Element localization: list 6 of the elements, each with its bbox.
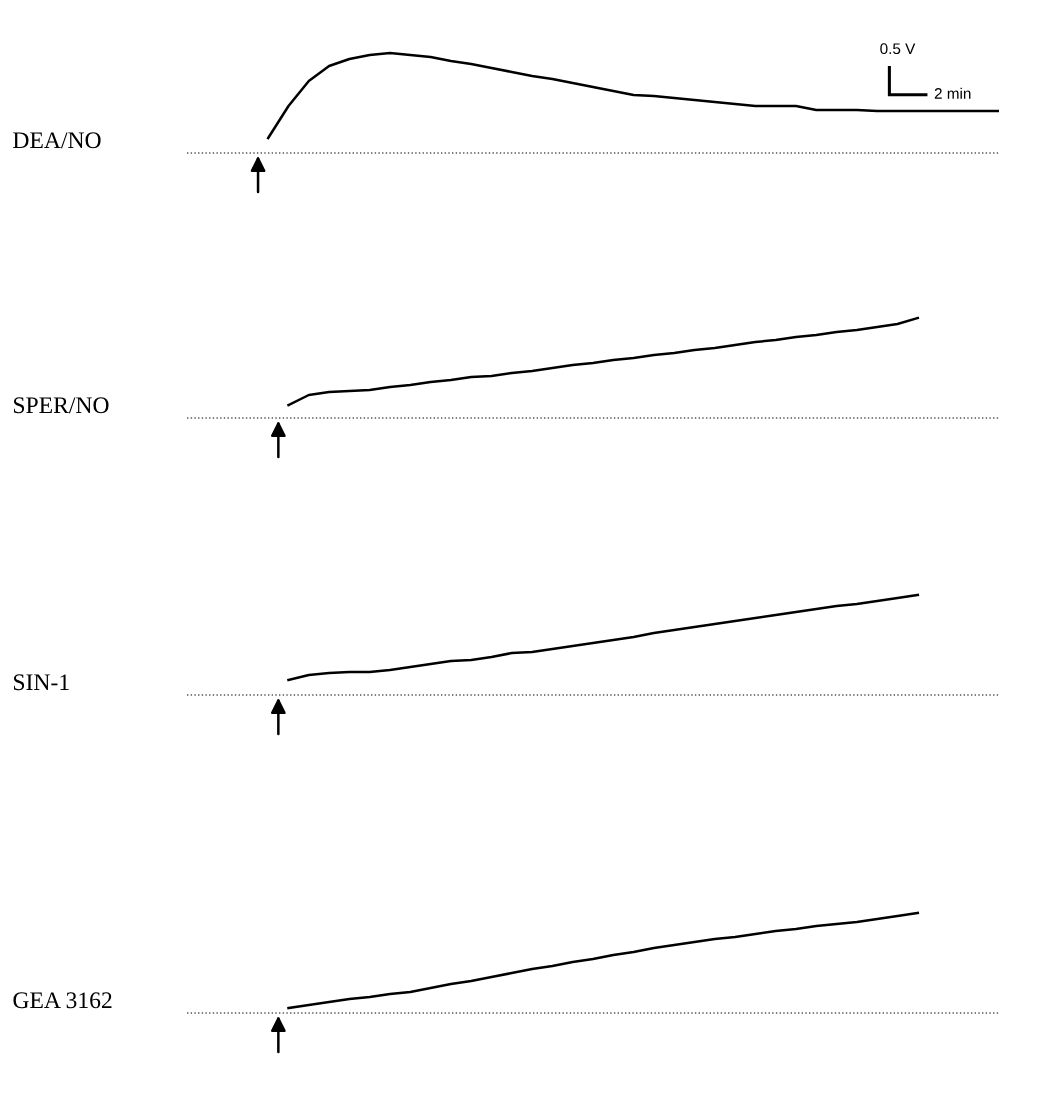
text: GEA 3162 bbox=[13, 992, 112, 1009]
text: SIN-1 bbox=[14, 674, 69, 691]
annotation: 0.5 V bbox=[880, 43, 916, 55]
text: DEA/NO bbox=[13, 132, 101, 149]
text: SPER/NO bbox=[14, 397, 109, 414]
annotation: 2 min bbox=[934, 87, 971, 99]
